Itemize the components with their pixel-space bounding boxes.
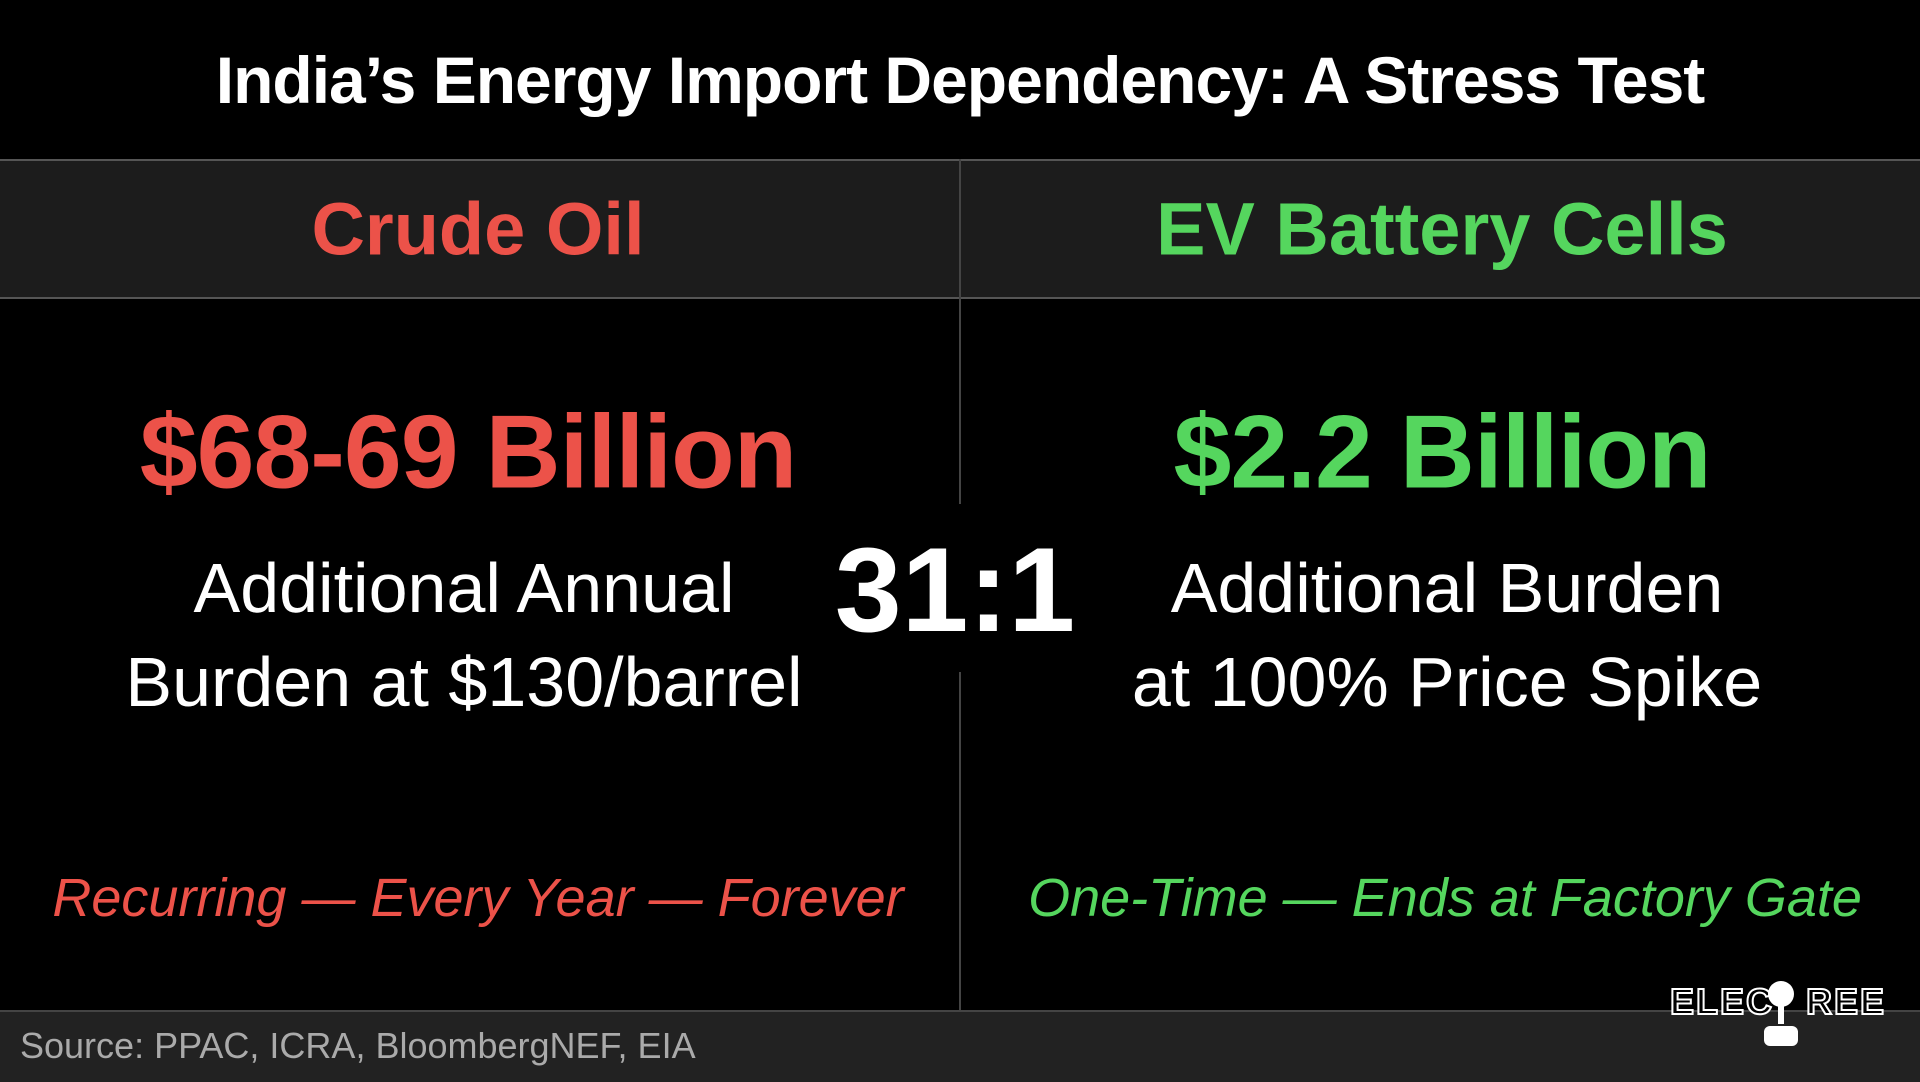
right-note: One-Time — Ends at Factory Gate: [1028, 868, 1862, 928]
left-note: Recurring — Every Year — Forever: [52, 868, 904, 928]
source: Source: PPAC, ICRA, BloombergNEF, EIA: [20, 1025, 696, 1066]
ratio: 31:1: [834, 523, 1076, 657]
divider: [959, 159, 961, 504]
left-description: Burden at $130/barrel: [125, 643, 803, 721]
logo-text: REE: [1805, 980, 1887, 1023]
logo-icon: [1764, 981, 1798, 1046]
right-figure: $2.2 Billion: [1173, 394, 1711, 511]
footer: [0, 1010, 1920, 1082]
right-description: at 100% Price Spike: [1131, 643, 1763, 721]
logo-text: ELEC: [1669, 980, 1775, 1023]
logo-trunk: [1778, 1004, 1784, 1024]
right-description: Additional Burden: [1170, 549, 1724, 627]
divider: [959, 672, 961, 1010]
left-description: Additional Annual: [193, 549, 735, 627]
right-heading: EV Battery Cells: [1156, 187, 1728, 271]
title: India’s Energy Import Dependency: A Stre…: [215, 43, 1705, 117]
logo-car: [1764, 1026, 1798, 1046]
left-heading: Crude Oil: [311, 187, 645, 271]
logo-tree: [1768, 981, 1794, 1007]
left-figure: $68-69 Billion: [139, 394, 797, 511]
